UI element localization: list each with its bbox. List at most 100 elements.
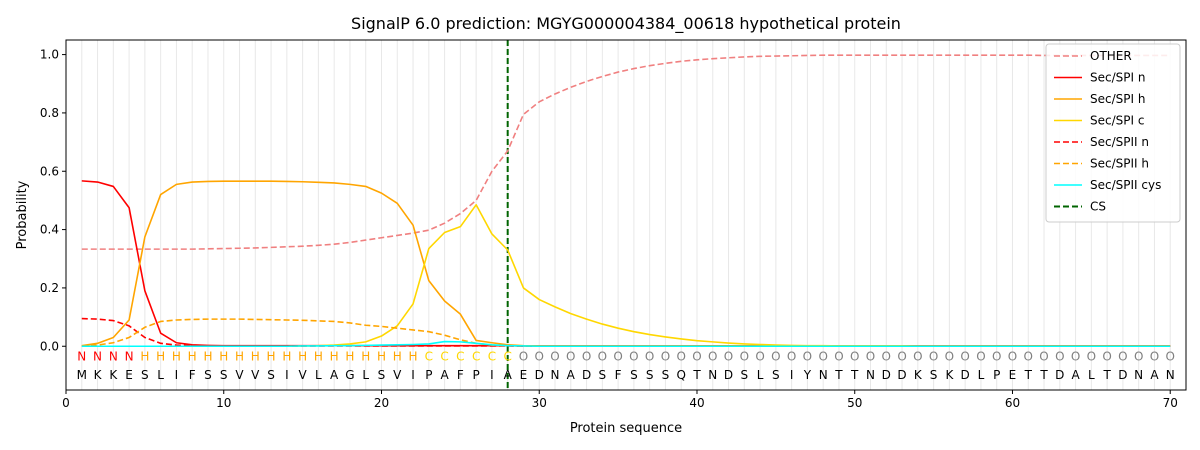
series-line-sec-spii-cys bbox=[81, 340, 1171, 348]
x-tick-label: 30 bbox=[532, 396, 547, 410]
residue-label: S bbox=[646, 368, 654, 382]
residue-label: N bbox=[708, 368, 717, 382]
x-tick-label: 10 bbox=[216, 396, 231, 410]
x-axis: 0 10 20 30 40 50 60 70 bbox=[62, 390, 1178, 410]
region-label: O bbox=[661, 350, 670, 364]
region-label: O bbox=[1055, 350, 1064, 364]
chart-title: SignalP 6.0 prediction: MGYG000004384_00… bbox=[351, 14, 901, 34]
residue-label: F bbox=[615, 368, 622, 382]
residue-label: V bbox=[393, 368, 402, 382]
series-line-sec-spii-n bbox=[81, 317, 1171, 348]
y-tick-label: 1.0 bbox=[40, 48, 59, 62]
residue-label: G bbox=[345, 368, 354, 382]
region-label: O bbox=[566, 350, 575, 364]
region-label: O bbox=[550, 350, 559, 364]
legend: OTHER Sec/SPI n Sec/SPI h Sec/SPI c Sec/SPII… bbox=[1045, 43, 1181, 223]
region-label: H bbox=[314, 350, 323, 364]
y-tick-label: 0.2 bbox=[40, 281, 59, 295]
region-label: C bbox=[425, 350, 433, 364]
residue-label: D bbox=[1118, 368, 1127, 382]
region-label: N bbox=[93, 350, 102, 364]
residue-label: I bbox=[285, 368, 289, 382]
region-label: C bbox=[440, 350, 448, 364]
residue-label: A bbox=[440, 368, 449, 382]
series-line-sec-spi-n bbox=[81, 180, 1171, 347]
residue-label: T bbox=[1102, 368, 1111, 382]
region-label: O bbox=[882, 350, 891, 364]
region-label: O bbox=[692, 350, 701, 364]
region-label: H bbox=[172, 350, 181, 364]
residue-label: S bbox=[220, 368, 228, 382]
residue-label: V bbox=[299, 368, 308, 382]
region-label: O bbox=[945, 350, 954, 364]
series-line-sec-spi-h bbox=[81, 180, 1171, 347]
residue-label: L bbox=[1088, 368, 1095, 382]
residue-label: P bbox=[993, 368, 1000, 382]
residue-label: L bbox=[757, 368, 764, 382]
x-tick-label: 60 bbox=[1005, 396, 1020, 410]
y-tick-label: 0.0 bbox=[40, 339, 59, 353]
residue-label: T bbox=[692, 368, 701, 382]
residue-label: S bbox=[662, 368, 670, 382]
legend-label: Sec/SPI h bbox=[1090, 92, 1145, 106]
y-tick-label: 0.8 bbox=[40, 106, 59, 120]
region-label: N bbox=[125, 350, 134, 364]
residue-label: D bbox=[1055, 368, 1064, 382]
residue-label: N bbox=[866, 368, 875, 382]
region-label: N bbox=[109, 350, 118, 364]
residue-label: L bbox=[157, 368, 164, 382]
residue-label: A bbox=[1150, 368, 1159, 382]
region-label: C bbox=[503, 350, 511, 364]
residue-label: D bbox=[724, 368, 733, 382]
residue-label: K bbox=[109, 368, 118, 382]
region-label: O bbox=[676, 350, 685, 364]
region-label: H bbox=[203, 350, 212, 364]
series-layer bbox=[81, 54, 1171, 348]
region-label: H bbox=[298, 350, 307, 364]
legend-label: Sec/SPII cys bbox=[1090, 178, 1161, 192]
residue-label: F bbox=[457, 368, 464, 382]
residue-label: A bbox=[504, 368, 513, 382]
region-label: O bbox=[803, 350, 812, 364]
region-label: O bbox=[740, 350, 749, 364]
residue-label: S bbox=[378, 368, 386, 382]
residue-label: L bbox=[978, 368, 985, 382]
residue-label: T bbox=[1024, 368, 1033, 382]
region-label: H bbox=[267, 350, 276, 364]
region-label: O bbox=[598, 350, 607, 364]
residue-label: I bbox=[175, 368, 179, 382]
region-label: O bbox=[1118, 350, 1127, 364]
region-label: O bbox=[866, 350, 875, 364]
region-label: O bbox=[708, 350, 717, 364]
residue-label: P bbox=[425, 368, 432, 382]
region-label: O bbox=[582, 350, 591, 364]
region-label: H bbox=[140, 350, 149, 364]
residue-label: D bbox=[961, 368, 970, 382]
residue-label: N bbox=[551, 368, 560, 382]
region-label: C bbox=[472, 350, 480, 364]
residue-label: S bbox=[204, 368, 212, 382]
residue-label: D bbox=[897, 368, 906, 382]
region-label: O bbox=[1087, 350, 1096, 364]
region-label: O bbox=[1008, 350, 1017, 364]
x-tick-label: 0 bbox=[62, 396, 70, 410]
region-label: H bbox=[345, 350, 354, 364]
residue-label: N bbox=[1166, 368, 1175, 382]
residue-label: Y bbox=[803, 368, 812, 382]
region-label: H bbox=[409, 350, 418, 364]
residue-label: V bbox=[251, 368, 260, 382]
region-label: N bbox=[77, 350, 86, 364]
residue-label: S bbox=[772, 368, 780, 382]
region-label: O bbox=[1039, 350, 1048, 364]
legend-label: OTHER bbox=[1090, 49, 1132, 63]
region-label: O bbox=[629, 350, 638, 364]
residue-label: T bbox=[1039, 368, 1048, 382]
residue-label: E bbox=[125, 368, 133, 382]
residue-label: K bbox=[945, 368, 954, 382]
residue-label: D bbox=[535, 368, 544, 382]
residue-label: D bbox=[582, 368, 591, 382]
x-tick-label: 40 bbox=[689, 396, 704, 410]
residue-label: S bbox=[267, 368, 275, 382]
residue-label: E bbox=[520, 368, 528, 382]
